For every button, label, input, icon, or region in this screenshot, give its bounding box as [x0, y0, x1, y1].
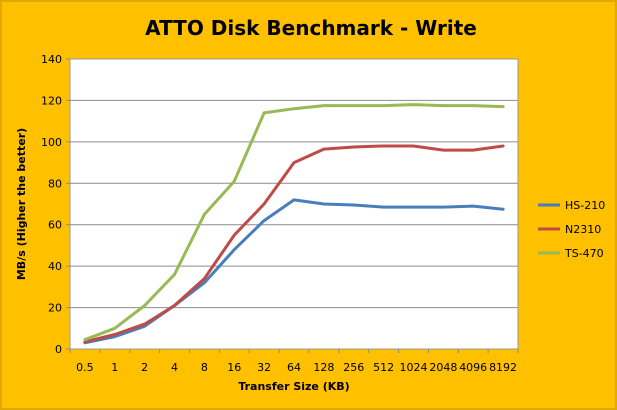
- legend-entry: N2310: [565, 223, 601, 236]
- x-tick-label: 16: [227, 361, 241, 374]
- y-axis-label: MB/s (Higher the better): [15, 128, 28, 280]
- x-tick-label: 256: [343, 361, 364, 374]
- y-tick-label: 120: [41, 94, 62, 107]
- y-axis-ticks: 0 20 40 60 80 100 120 140: [41, 53, 70, 356]
- x-tick-label: 1: [111, 361, 118, 374]
- x-tick-label: 0.5: [76, 361, 94, 374]
- series-lines: [83, 103, 505, 345]
- chart-title: ATTO Disk Benchmark - Write: [145, 16, 477, 40]
- x-tick-label: 32: [257, 361, 271, 374]
- y-tick-label: 20: [48, 302, 62, 315]
- x-tick-label: 512: [373, 361, 394, 374]
- x-tick-label: 64: [287, 361, 301, 374]
- x-tick-label: 2: [141, 361, 148, 374]
- y-tick-label: 100: [41, 136, 62, 149]
- x-axis-ticks: 0.5 1 2 4 8 16 32 64 128 256 512 1024 2048 4096 8192: [69, 349, 519, 374]
- legend-entry: TS-470: [564, 247, 604, 260]
- y-tick-label: 60: [48, 219, 62, 232]
- x-tick-label: 8192: [489, 361, 517, 374]
- x-axis-label: Transfer Size (KB): [238, 380, 349, 393]
- legend: HS-210 N2310 TS-470: [538, 199, 605, 260]
- x-tick-label: 4: [171, 361, 178, 374]
- x-tick-label: 8: [201, 361, 208, 374]
- x-tick-label: 128: [313, 361, 334, 374]
- x-tick-label: 1024: [399, 361, 427, 374]
- y-tick-label: 140: [41, 53, 62, 66]
- x-tick-label: 2048: [429, 361, 457, 374]
- y-tick-label: 0: [55, 343, 62, 356]
- y-tick-label: 40: [48, 260, 62, 273]
- series-line-ts-470: [83, 103, 505, 342]
- y-tick-label: 80: [48, 177, 62, 190]
- grid-lines: [70, 99, 518, 309]
- series-line-n2310: [83, 144, 505, 344]
- x-tick-label: 4096: [459, 361, 487, 374]
- legend-entry: HS-210: [565, 199, 605, 212]
- plot-area: [69, 58, 519, 350]
